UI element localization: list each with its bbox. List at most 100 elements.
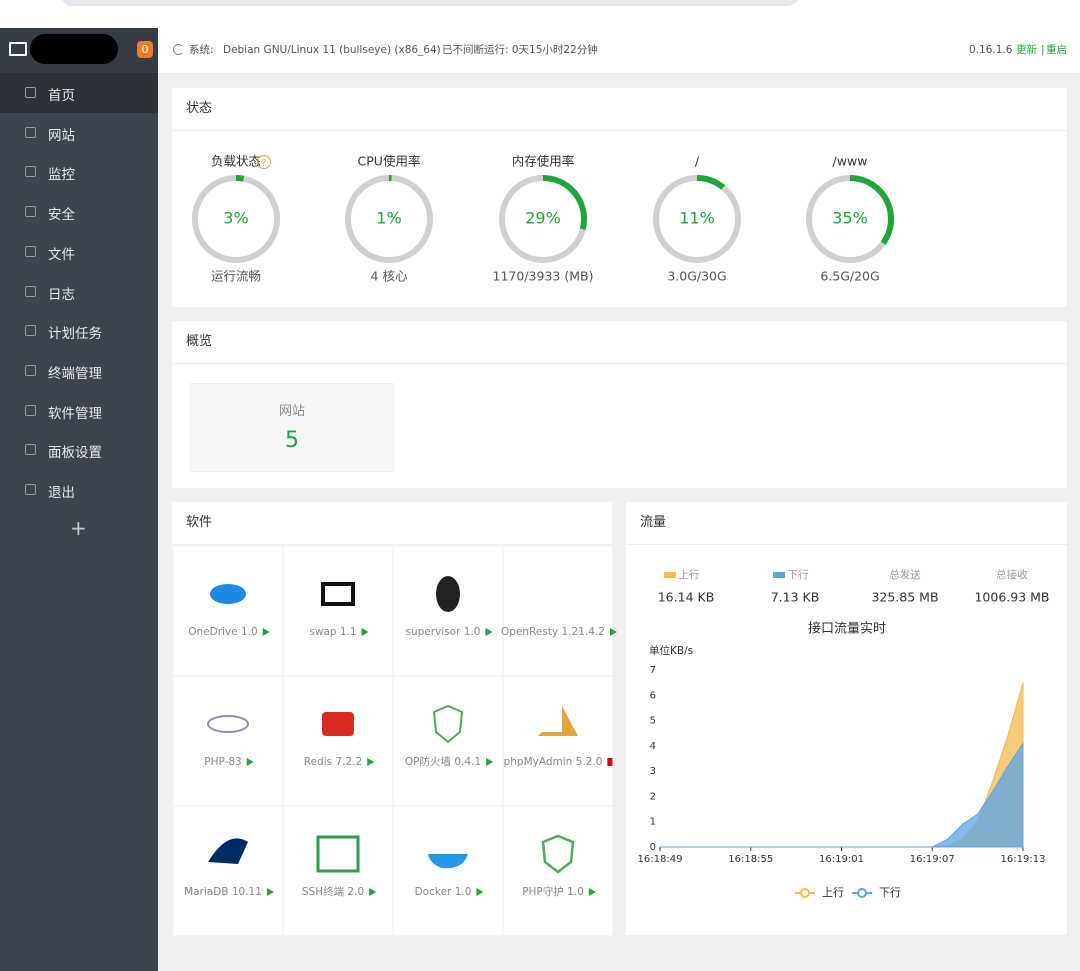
play-icon [485,628,493,636]
menu-icon [25,404,36,416]
gauge-detail: 3.0G/30G [667,269,726,284]
gauge-arc [192,175,280,263]
menu-item[interactable]: 首页 [0,73,158,113]
update-link[interactable]: 更新 [1016,44,1037,56]
software-cell[interactable] [172,805,284,937]
y-tick-label: 7 [650,665,656,676]
menu-icon [25,245,36,257]
version: 0.16.1.6 [969,44,1013,56]
gauge-label: 内存使用率 [512,154,575,169]
gauge-label: / [695,154,700,169]
software-cell[interactable] [172,675,284,807]
y-tick-label: 5 [650,716,656,727]
restart-link[interactable]: 重启 [1046,44,1067,56]
menu-label: 面板设置 [48,445,102,462]
menu-item[interactable]: 退出 [0,470,158,510]
menu-item[interactable]: 面板设置 [0,430,158,470]
stat-swatch [664,572,676,578]
menu-icon [25,484,36,495]
menu-item[interactable]: 网站 [0,113,158,153]
menu-icon [25,87,36,98]
play-icon [262,628,270,636]
x-tick-label: 16:19:13 [1001,854,1046,865]
icon [322,712,354,736]
gauge-label: /www [833,154,868,169]
menu-item[interactable]: 计划任务 [0,311,158,351]
icon [436,576,460,612]
stat-value: 7.13 KB [771,590,820,605]
software-cell[interactable] [502,545,614,677]
gauge-arc [653,175,741,263]
gauge-detail: 4 核心 [371,269,408,284]
menu-icon [25,126,36,138]
play-icon [609,628,617,636]
play-icon [367,758,375,766]
menu-icon [25,166,36,178]
software-name: OP防火墙 0.4.1 [405,755,481,768]
software-name: phpMyAdmin 5.2.0 [504,756,603,768]
software-name: SSH终端 2.0 [302,885,364,898]
gauge-detail: 6.5G/20G [820,269,879,284]
stat-swatch [773,572,785,578]
menu-label: 安全 [48,207,75,224]
card-title: 软件 [172,502,612,545]
menu-item[interactable]: 终端管理 [0,351,158,391]
software-cell[interactable] [172,545,284,677]
x-tick-label: 16:18:55 [728,854,773,865]
menu-item[interactable]: 日志 [0,272,158,312]
logo-icon [9,42,27,56]
software-cell[interactable] [282,675,394,807]
separator: | [1041,44,1045,56]
overview-card: 概览 网站 5 [172,321,1067,488]
play-icon [266,888,274,896]
menu-icon [25,364,36,376]
menu-item[interactable]: 软件管理 [0,391,158,431]
legend-label: 上行 [822,886,844,899]
menu-icon [25,325,36,337]
software-cell[interactable] [392,805,504,937]
icon [208,838,248,864]
icon [432,704,464,744]
tile-value: 5 [285,428,299,453]
icon [316,835,360,873]
y-axis-label: 单位KB/s [649,644,693,657]
gauge-detail: 1170/3933 (MB) [493,269,594,284]
menu-item[interactable]: 文件 [0,232,158,272]
menu-item[interactable]: 监控 [0,152,158,192]
address-bar [60,0,800,6]
stat-value: 1006.93 MB [974,590,1049,605]
icon [207,715,249,733]
gauge-value: 29% [525,209,561,228]
tile-label: 网站 [278,404,305,419]
topbar: 系统: Debian GNU/Linux 11 (bullseye) (x86_… [158,28,1080,74]
add-button[interactable]: + [70,516,87,540]
software-name: swap 1.1 [309,626,356,638]
pause-icon [607,758,613,766]
card-title: 概览 [172,321,1067,364]
badge[interactable]: 0 [137,41,153,58]
menu-item[interactable]: 安全 [0,192,158,232]
stat-label: 下行 [788,568,809,581]
gauge-detail: 运行流畅 [211,269,261,284]
software-name: PHP-83 [204,756,241,768]
software-cell[interactable] [502,675,614,807]
play-icon [588,888,596,896]
play-icon [246,758,254,766]
software-cell[interactable] [282,545,394,677]
menu-icon [25,444,36,456]
y-tick-label: 6 [650,690,656,701]
sidebar: 0 + 首页 网站 监控安全文件日志计划任务终端管理软件管理面板设置退出 [0,28,158,971]
uptime: 已不间断运行: 0天15小时22分钟 [442,44,598,56]
menu-label: 日志 [48,286,75,303]
legend-label: 下行 [879,886,901,899]
play-icon [369,888,377,896]
y-tick-label: 2 [650,791,656,802]
gauge-value: 35% [832,209,868,228]
play-icon [361,628,369,636]
x-tick-label: 16:18:49 [638,854,683,865]
menu-label: 终端管理 [48,365,102,382]
y-tick-label: 1 [650,817,656,828]
overview-tile[interactable]: 网站 5 [190,383,394,472]
help-mark: ? [262,159,267,169]
